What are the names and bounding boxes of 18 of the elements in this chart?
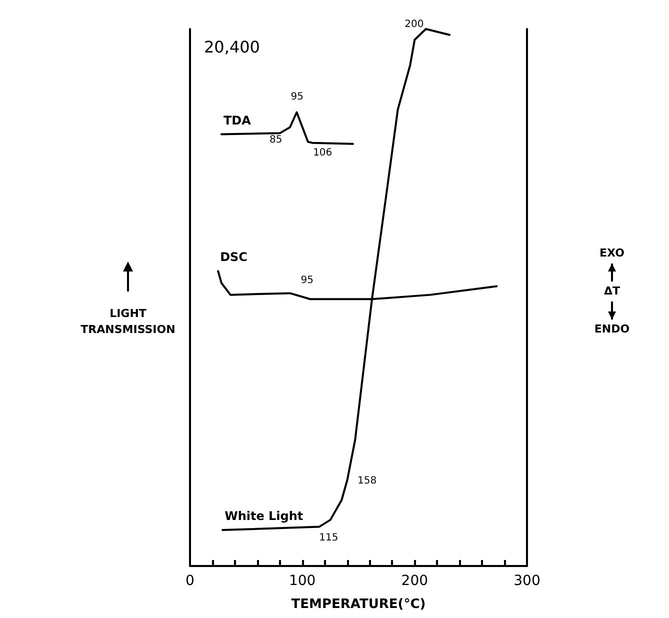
annotation: 20,400: [204, 38, 260, 56]
y-axis-title: LIGHT TRANSMISSION: [80, 307, 176, 336]
annotation: 115: [319, 532, 338, 544]
annotation: 200: [404, 19, 424, 30]
text: EXO ΔT ENDO: [594, 246, 630, 336]
x-tick-label: 100: [288, 573, 316, 589]
series-label: TDA: [223, 113, 252, 128]
series-label: DSC: [220, 250, 248, 264]
annotation: 85: [269, 134, 282, 146]
x-axis-title: TEMPERATURE(°C): [291, 597, 426, 612]
annotation: 95: [300, 275, 314, 286]
x-tick-label: 0: [186, 573, 194, 589]
annotation: 95: [290, 92, 304, 103]
annotation: 158: [358, 476, 377, 487]
series-label: White Light: [224, 509, 304, 524]
annotation: 106: [313, 147, 332, 158]
x-tick-label: 200: [401, 573, 428, 589]
x-tick-label: 300: [514, 573, 540, 589]
